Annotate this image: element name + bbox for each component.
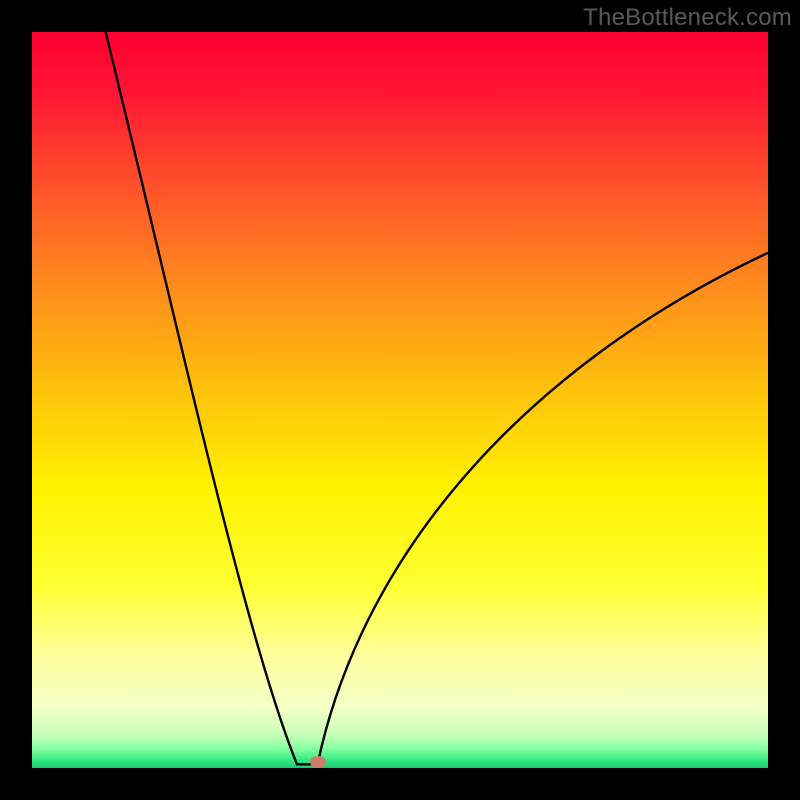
plot-svg: [32, 32, 768, 768]
optimum-marker: [310, 756, 326, 768]
bottleneck-curve: [106, 32, 768, 764]
chart-frame: TheBottleneck.com: [0, 0, 800, 800]
plot-area: [32, 32, 768, 768]
watermark-text: TheBottleneck.com: [583, 4, 792, 32]
